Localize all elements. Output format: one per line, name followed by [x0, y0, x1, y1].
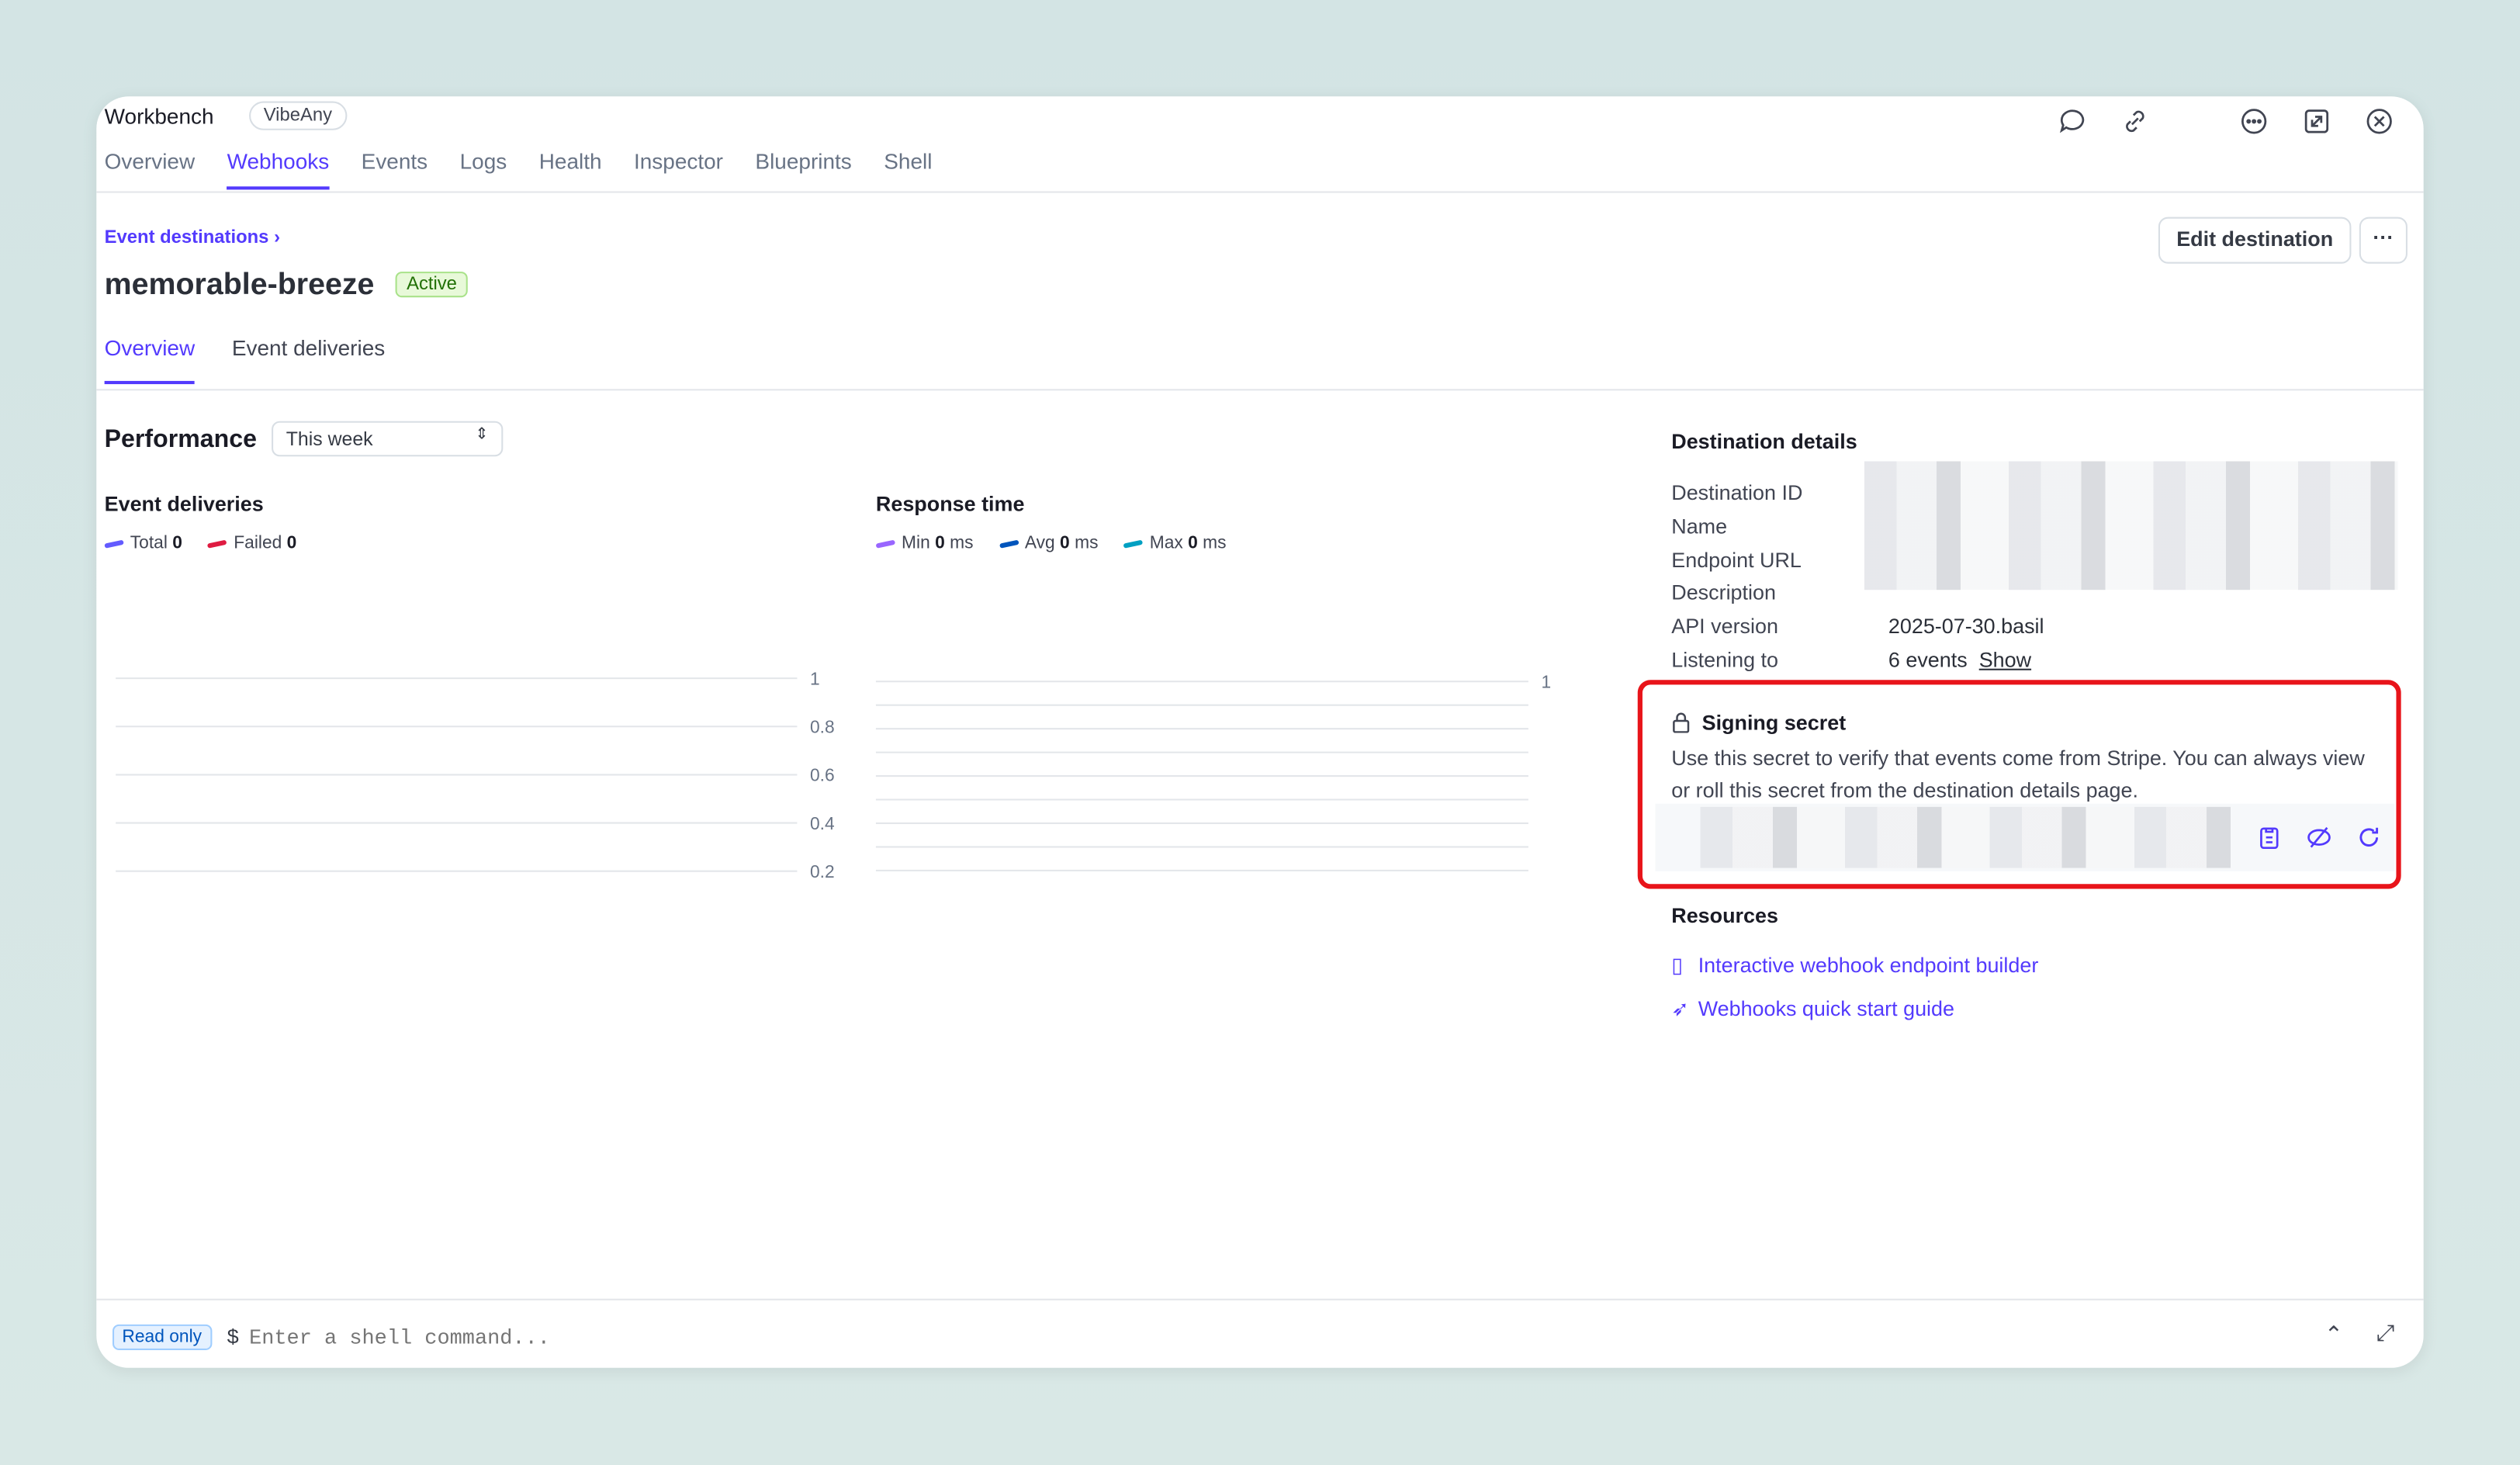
- performance-title: Performance: [104, 425, 257, 454]
- workbench-window: Workbench VibeAny Overview Webhooks Even…: [96, 96, 2424, 1368]
- close-icon[interactable]: [2364, 106, 2394, 137]
- breadcrumb[interactable]: Event destinations ›: [105, 228, 280, 248]
- legend-failed: Failed 0: [207, 534, 296, 553]
- legend-min: Min 0 ms: [875, 534, 974, 553]
- range-value: This week: [286, 427, 373, 450]
- label-endpoint-url: Endpoint URL: [1671, 547, 1802, 572]
- details-labels: Destination ID Name Endpoint URL Descrip…: [1671, 477, 1802, 677]
- chart-title: Response time: [875, 491, 1025, 516]
- page-title: memorable-breeze: [104, 268, 375, 303]
- details-title: Destination details: [1671, 429, 1857, 454]
- show-events-link[interactable]: Show: [1978, 647, 2032, 672]
- refresh-icon[interactable]: [2356, 825, 2382, 850]
- shell-command-input[interactable]: [245, 1324, 1217, 1352]
- subtab-event-deliveries[interactable]: Event deliveries: [231, 335, 386, 360]
- tab-events[interactable]: Events: [361, 149, 428, 174]
- chevron-updown-icon: ⇕: [475, 425, 489, 444]
- redacted-details: [1864, 461, 2398, 591]
- label-name: Name: [1671, 514, 1728, 539]
- eye-off-icon[interactable]: [2306, 825, 2331, 850]
- legend-total: Total 0: [104, 534, 182, 553]
- collapse-icon[interactable]: [2301, 106, 2331, 137]
- y-tick-label: 0.4: [810, 813, 835, 833]
- resource-link-quickstart[interactable]: ➶ Webhooks quick start guide: [1671, 996, 1954, 1022]
- label-listening-to: Listening to: [1671, 647, 1779, 672]
- app-title: Workbench: [104, 104, 214, 129]
- chat-icon[interactable]: [2057, 106, 2087, 137]
- legend-avg: Avg 0 ms: [999, 534, 1098, 553]
- shell-bar: Read only $ ⌃ ⤢: [96, 1298, 2424, 1368]
- tab-blueprints[interactable]: Blueprints: [755, 149, 852, 174]
- y-tick-label: 1: [1541, 672, 1551, 692]
- rocket-icon: ➶: [1671, 996, 1689, 1021]
- more-actions-button[interactable]: ···: [2359, 216, 2408, 264]
- link-icon[interactable]: [2120, 106, 2150, 137]
- divider: [96, 389, 2424, 391]
- resource-link-builder[interactable]: ▯ Interactive webhook endpoint builder: [1671, 953, 2038, 978]
- tab-webhooks[interactable]: Webhooks: [227, 150, 330, 190]
- y-tick-label: 0.2: [810, 861, 835, 881]
- secret-field[interactable]: [1655, 803, 2395, 871]
- divider: [96, 191, 2424, 193]
- account-pill[interactable]: VibeAny: [249, 101, 347, 130]
- y-tick-label: 0.6: [810, 765, 835, 785]
- breadcrumb-link[interactable]: Event destinations: [104, 228, 269, 248]
- tab-health[interactable]: Health: [538, 149, 602, 174]
- listening-to-value: 6 events Show: [1888, 647, 2032, 672]
- lock-icon: [1673, 712, 1690, 733]
- sub-tabs: Overview Event deliveries: [104, 335, 386, 385]
- redacted-secret: [1700, 806, 2231, 868]
- chart-legend: Min 0 ms Avg 0 ms Max 0 ms: [875, 534, 1227, 553]
- signing-secret-highlight: [1637, 680, 2401, 889]
- event-deliveries-chart: 00.20.40.60.811/301/312/12/22/32/42/5: [116, 668, 835, 881]
- window-controls: [2057, 106, 2394, 137]
- resources-title: Resources: [1671, 903, 1778, 928]
- chart-legend: Total 0 Failed 0: [104, 534, 296, 553]
- signing-secret-description: Use this secret to verify that events co…: [1671, 746, 2365, 802]
- label-destination-id: Destination ID: [1671, 480, 1803, 505]
- signing-secret-title: Signing secret: [1701, 710, 1847, 735]
- label-description: Description: [1671, 580, 1776, 605]
- status-badge: Active: [395, 272, 469, 298]
- api-version-value: 2025-07-30.basil: [1888, 614, 2044, 639]
- tab-overview[interactable]: Overview: [104, 149, 196, 174]
- shell-prompt: $: [227, 1325, 240, 1350]
- edit-destination-button[interactable]: Edit destination: [2158, 216, 2352, 264]
- subtab-overview[interactable]: Overview: [104, 336, 196, 385]
- main-tabs: Overview Webhooks Events Logs Health Ins…: [104, 149, 933, 190]
- y-tick-label: 0.8: [810, 717, 835, 737]
- legend-max: Max 0 ms: [1123, 534, 1227, 553]
- read-only-badge: Read only: [112, 1324, 212, 1350]
- tab-logs[interactable]: Logs: [459, 149, 507, 174]
- tab-shell[interactable]: Shell: [884, 149, 933, 174]
- response-time-chart: 1001: [875, 672, 1551, 871]
- more-icon[interactable]: [2238, 106, 2269, 137]
- clipboard-icon[interactable]: [2256, 825, 2282, 850]
- expand-icon[interactable]: ⤢: [2376, 1319, 2395, 1346]
- chevron-up-icon[interactable]: ⌃: [2324, 1321, 2344, 1347]
- label-api-version: API version: [1671, 614, 1778, 639]
- chevron-right-icon: ›: [274, 228, 281, 248]
- tab-inspector[interactable]: Inspector: [633, 149, 724, 174]
- range-select[interactable]: This week ⇕: [272, 421, 504, 457]
- chart-title: Event deliveries: [104, 491, 264, 516]
- y-tick-label: 1: [810, 668, 820, 688]
- book-icon: ▯: [1671, 953, 1684, 978]
